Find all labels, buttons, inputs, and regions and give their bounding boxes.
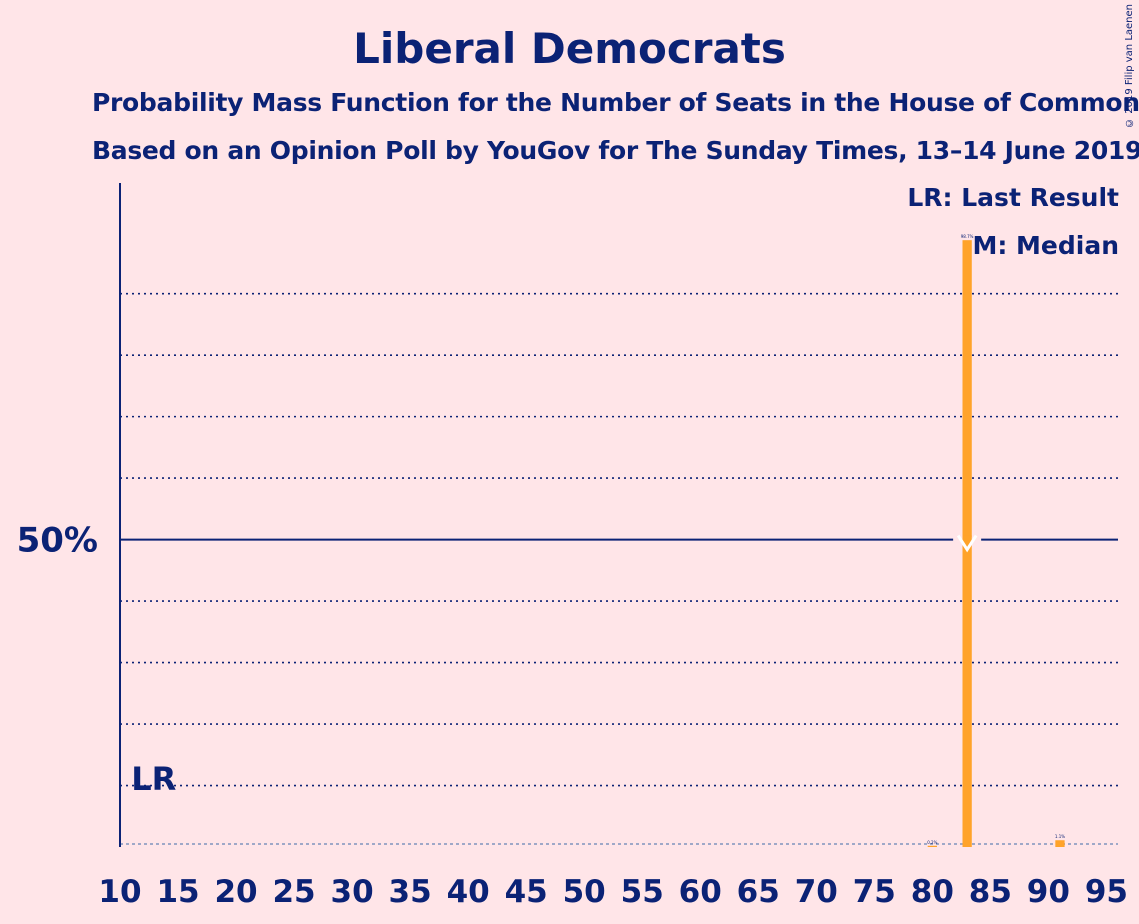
x-tick-label-45: 45 xyxy=(505,874,548,910)
x-tick-label-40: 40 xyxy=(447,874,490,910)
x-tick-label-15: 15 xyxy=(156,874,199,910)
x-tick-label-55: 55 xyxy=(621,874,664,910)
x-tick-label-85: 85 xyxy=(969,874,1012,910)
chart-title: Liberal Democrats xyxy=(353,24,786,73)
x-tick-label-75: 75 xyxy=(853,874,896,910)
x-tick-label-35: 35 xyxy=(389,874,432,910)
last-result-label: LR xyxy=(131,760,176,798)
bar-label-83: 98.7% xyxy=(961,234,974,239)
x-tick-label-30: 30 xyxy=(331,874,374,910)
legend-median: M: Median xyxy=(972,231,1119,260)
bar-seats-91 xyxy=(1055,840,1065,847)
bar-seats-80 xyxy=(927,845,937,847)
median-bar-fill xyxy=(962,535,972,544)
x-tick-label-10: 10 xyxy=(98,874,141,910)
median-marker xyxy=(956,534,978,553)
x-tick-label-70: 70 xyxy=(795,874,838,910)
chart-subtitle: Probability Mass Function for the Number… xyxy=(92,88,1139,117)
y-tick-label-50: 50% xyxy=(17,521,98,561)
chart-subtitle-source: Based on an Opinion Poll by YouGov for T… xyxy=(92,136,1139,165)
bar-label-80: 0.2% xyxy=(927,840,937,845)
x-tick-label-95: 95 xyxy=(1085,874,1128,910)
x-tick-label-60: 60 xyxy=(679,874,722,910)
x-tick-label-90: 90 xyxy=(1027,874,1070,910)
x-tick-label-20: 20 xyxy=(214,874,257,910)
x-tick-label-25: 25 xyxy=(272,874,315,910)
legend-last-result: LR: Last Result xyxy=(907,183,1119,212)
bar-label-91: 1.1% xyxy=(1055,834,1065,839)
x-tick-label-50: 50 xyxy=(563,874,606,910)
x-tick-label-65: 65 xyxy=(737,874,780,910)
x-tick-label-80: 80 xyxy=(911,874,954,910)
